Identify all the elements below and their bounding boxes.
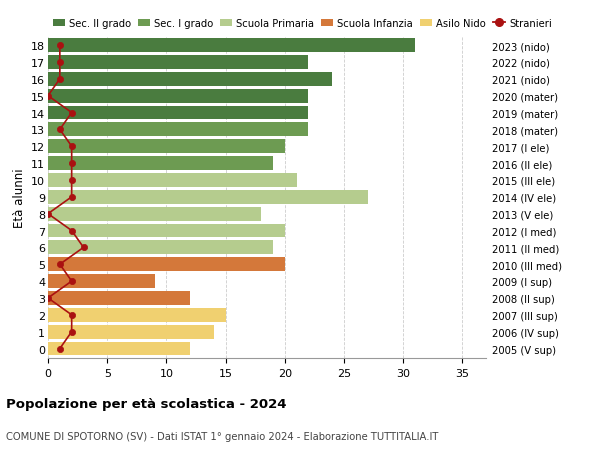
Bar [48,291,190,305]
Text: COMUNE DI SPOTORNO (SV) - Dati ISTAT 1° gennaio 2024 - Elaborazione TUTTITALIA.I: COMUNE DI SPOTORNO (SV) - Dati ISTAT 1° … [6,431,439,442]
Bar [48,207,261,221]
Bar [48,90,308,103]
Bar [48,308,226,322]
Bar [48,241,273,255]
Y-axis label: Età alunni: Età alunni [13,168,26,227]
Bar [48,140,285,154]
Bar [48,190,368,204]
Legend: Sec. II grado, Sec. I grado, Scuola Primaria, Scuola Infanzia, Asilo Nido, Stran: Sec. II grado, Sec. I grado, Scuola Prim… [53,18,551,28]
Bar [48,39,415,53]
Bar [48,157,273,171]
Bar [48,106,308,120]
Bar [48,274,155,288]
Bar [48,56,308,70]
Bar [48,123,308,137]
Bar [48,73,332,86]
Bar [48,224,285,238]
Bar [48,342,190,356]
Bar [48,174,296,187]
Bar [48,258,285,272]
Bar [48,325,214,339]
Text: Popolazione per età scolastica - 2024: Popolazione per età scolastica - 2024 [6,397,287,410]
